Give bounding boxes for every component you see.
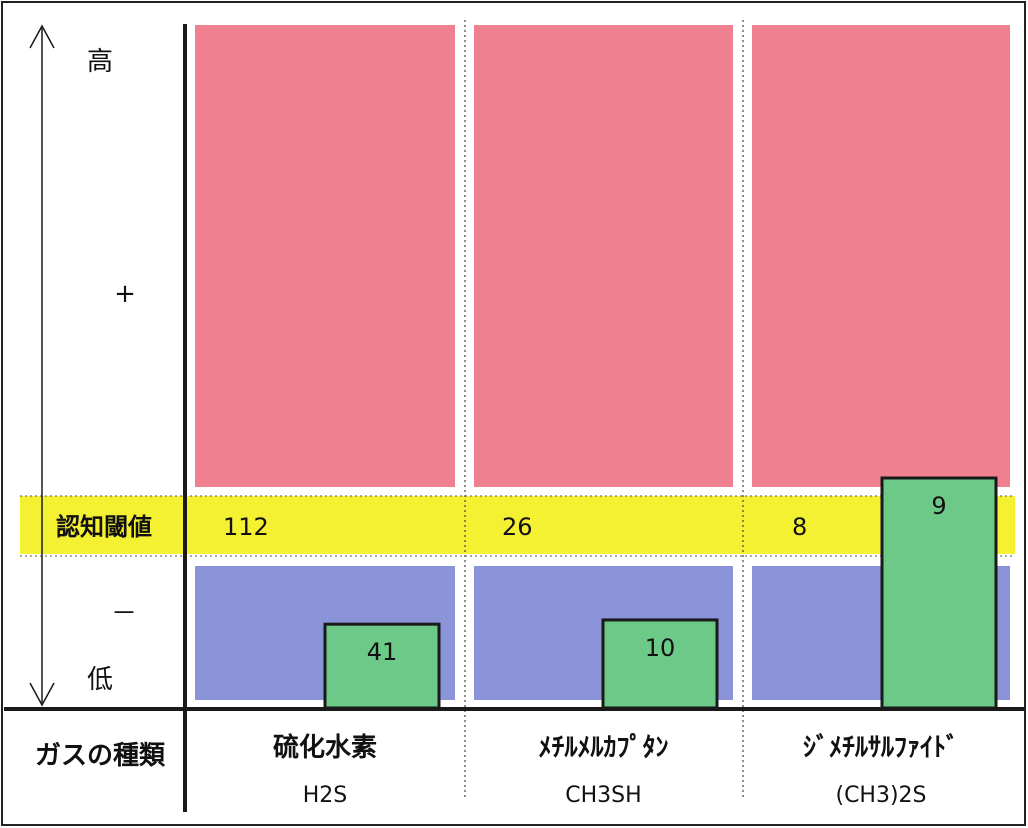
threshold-values: 112 26 8 <box>223 513 807 541</box>
bar <box>601 618 719 710</box>
zones <box>195 25 1010 700</box>
threshold-value-label: 112 <box>223 513 269 541</box>
category-formula-label: H2S <box>303 783 348 808</box>
threshold-value-label: 8 <box>792 513 807 541</box>
category-formula-label: (CH3)2S <box>835 783 926 808</box>
y-arrow-down-icon <box>29 682 55 707</box>
category-name-label: 硫化水素 <box>273 732 377 763</box>
y-plus-label: + <box>114 279 136 309</box>
y-low-label: 低 <box>87 665 113 695</box>
category-labels: 硫化水素 H2S ﾒﾁﾙﾒﾙｶﾌﾟﾀﾝ CH3SH ｼﾞﾒﾁﾙｻﾙﾌｧｲﾄﾞ (CH3)2… <box>273 732 959 808</box>
bar <box>323 622 441 710</box>
y-arrow-up-icon <box>29 24 55 49</box>
threshold-value-label: 26 <box>502 513 533 541</box>
bar-value-label: 9 <box>931 492 946 520</box>
zone-above-threshold <box>474 25 733 487</box>
category-name-label: ﾒﾁﾙﾒﾙｶﾌﾟﾀﾝ <box>538 732 668 763</box>
zone-above-threshold <box>195 25 455 487</box>
bar-value-label: 41 <box>367 638 398 666</box>
threshold-label: 認知閾値 <box>56 513 152 541</box>
category-formula-label: CH3SH <box>565 783 641 808</box>
zone-above-threshold <box>752 25 1010 487</box>
bar-value-label: 10 <box>645 634 676 662</box>
category-name-label: ｼﾞﾒﾁﾙｻﾙﾌｧｲﾄﾞ <box>803 732 959 763</box>
y-high-label: 高 <box>87 47 113 77</box>
x-axis-label: ガスの種類 <box>35 741 166 771</box>
y-minus-label: － <box>111 599 137 629</box>
